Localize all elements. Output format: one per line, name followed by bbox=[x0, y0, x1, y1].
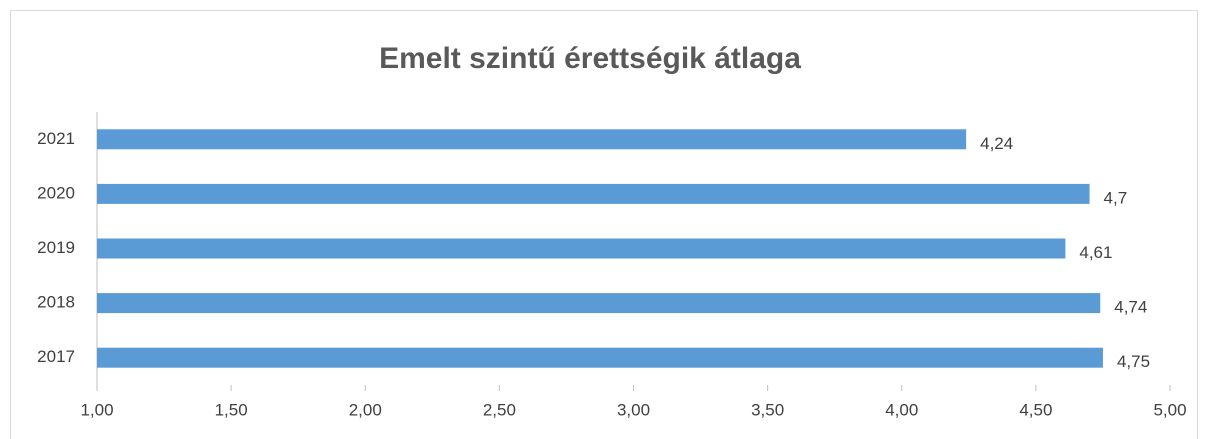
x-tick-label: 1,00 bbox=[80, 400, 113, 419]
x-tick-label: 1,50 bbox=[215, 400, 248, 419]
x-tick-label: 4,00 bbox=[885, 400, 918, 419]
x-tick-label: 3,50 bbox=[751, 400, 784, 419]
chart-title: Emelt szintű érettségik átlaga bbox=[379, 42, 801, 75]
x-tick-label: 5,00 bbox=[1153, 400, 1186, 419]
x-tick-label: 3,00 bbox=[617, 400, 650, 419]
y-tick-label: 2018 bbox=[37, 293, 75, 312]
value-label: 4,7 bbox=[1104, 188, 1128, 207]
x-tick-label: 4,50 bbox=[1019, 400, 1052, 419]
y-tick-label: 2017 bbox=[37, 347, 75, 366]
value-label: 4,75 bbox=[1117, 352, 1150, 371]
bar bbox=[97, 183, 1090, 204]
bar bbox=[97, 238, 1066, 259]
x-tick-label: 2,50 bbox=[483, 400, 516, 419]
y-tick-label: 2019 bbox=[37, 238, 75, 257]
bar bbox=[97, 293, 1101, 314]
bar bbox=[97, 129, 967, 150]
value-label: 4,74 bbox=[1114, 298, 1147, 317]
value-label: 4,24 bbox=[980, 134, 1013, 153]
x-tick-label: 2,00 bbox=[349, 400, 382, 419]
bar bbox=[97, 347, 1103, 368]
y-tick-label: 2020 bbox=[37, 183, 75, 202]
y-tick-label: 2021 bbox=[37, 129, 75, 148]
value-label: 4,61 bbox=[1079, 243, 1112, 262]
